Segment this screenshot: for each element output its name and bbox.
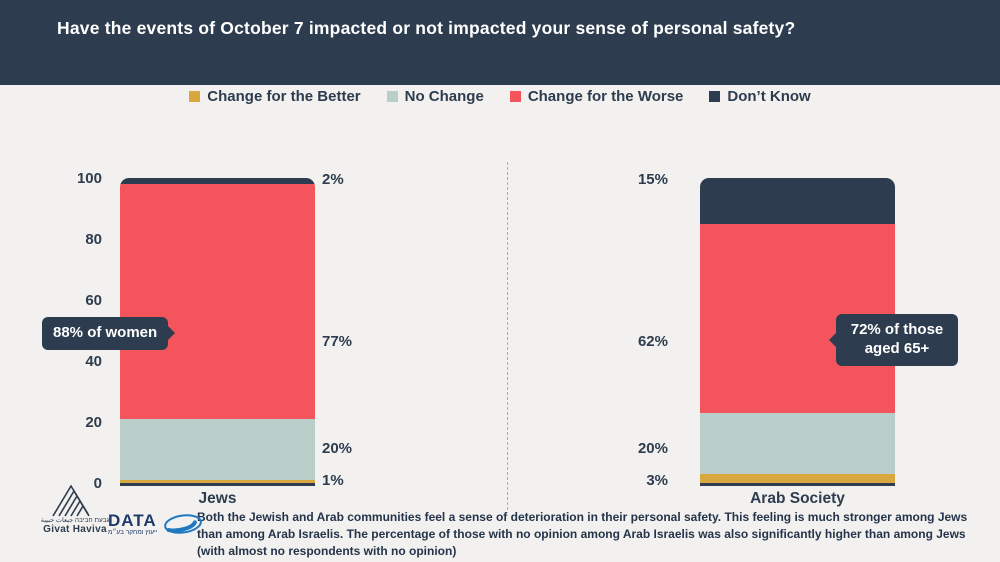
- legend-swatch-dont-know: [709, 91, 721, 102]
- legend-swatch-better: [189, 91, 201, 102]
- data-word: DATA: [108, 511, 157, 530]
- legend-item-worse: Change for the Worse: [509, 88, 684, 105]
- y-tick-label: 100: [76, 170, 102, 187]
- legend-swatch-worse: [509, 91, 521, 102]
- bar-segment-don-t-know: [700, 178, 895, 224]
- legend-label: Change for the Worse: [527, 88, 684, 105]
- value-label-arab-worse: 62%: [637, 333, 668, 350]
- data-research-logo: DATA ייעוץ ומחקר בע״מ: [108, 512, 203, 536]
- value-label-jews-no-change: 20%: [322, 440, 353, 457]
- page-title: Have the events of October 7 impacted or…: [57, 18, 796, 38]
- y-tick-label: 80: [85, 231, 102, 248]
- givat-haviva-mountain-icon: [52, 484, 90, 517]
- summary-note: Both the Jewish and Arab communities fee…: [197, 510, 968, 558]
- value-label-arab-no-change: 20%: [637, 440, 668, 457]
- legend-label: No Change: [404, 88, 484, 105]
- legend-label: Don’t Know: [727, 88, 811, 105]
- y-axis: 0 20 40 60 80 100: [30, 170, 102, 492]
- bar-segment-no-change: [700, 412, 895, 474]
- y-tick-label: 0: [93, 475, 102, 492]
- value-label-jews-better: 1%: [322, 472, 344, 489]
- bar-segment-change-for-the-worse: [120, 184, 315, 419]
- plot-area: [120, 178, 895, 483]
- callout-72-percent-aged-65: 72% of those aged 65+: [836, 314, 958, 366]
- bar-segment-no-change: [120, 418, 315, 480]
- legend-item-no-change: No Change: [386, 88, 484, 105]
- givat-haviva-name: Givat Haviva: [43, 524, 107, 536]
- legend-item-better: Change for the Better: [189, 88, 361, 105]
- header-bar: Have the events of October 7 impacted or…: [0, 0, 1000, 85]
- stacked-bar-jews: [120, 178, 315, 483]
- y-tick-label: 60: [85, 292, 102, 309]
- data-swoosh-icon: [164, 514, 203, 534]
- legend-label: Change for the Better: [207, 88, 361, 105]
- axis-baseline-jews: [120, 483, 315, 486]
- legend-item-dont-know: Don’t Know: [709, 88, 811, 105]
- data-wordmark: DATA ייעוץ ומחקר בע״מ: [108, 512, 157, 536]
- bar-segment-don-t-know: [120, 178, 315, 185]
- value-label-jews-dont-know: 2%: [322, 171, 344, 188]
- dashed-separator-line: [507, 162, 508, 510]
- givat-haviva-logo: גבעת חביבה جبعات حبيبة Givat Haviva: [35, 483, 115, 535]
- chart-legend: Change for the Better No Change Change f…: [0, 88, 1000, 105]
- y-tick-label: 20: [85, 414, 102, 431]
- givat-haviva-bilingual-text: גבעת חביבה جبعات حبيبة: [40, 517, 110, 524]
- callout-88-percent-women: 88% of women: [42, 317, 169, 350]
- axis-baseline-arab: [700, 483, 895, 486]
- bar-segment-change-for-the-better: [700, 473, 895, 483]
- legend-swatch-no-change: [386, 91, 398, 102]
- data-subtitle: ייעוץ ומחקר בע״מ: [108, 529, 158, 536]
- y-tick-label: 40: [85, 353, 102, 370]
- bar-segment-change-for-the-better: [120, 479, 315, 483]
- value-label-arab-better: 3%: [646, 472, 668, 489]
- value-label-arab-dont-know: 15%: [637, 171, 668, 188]
- category-label-jews: Jews: [198, 490, 237, 507]
- value-label-jews-worse: 77%: [322, 333, 353, 350]
- category-label-arab-society: Arab Society: [750, 490, 845, 507]
